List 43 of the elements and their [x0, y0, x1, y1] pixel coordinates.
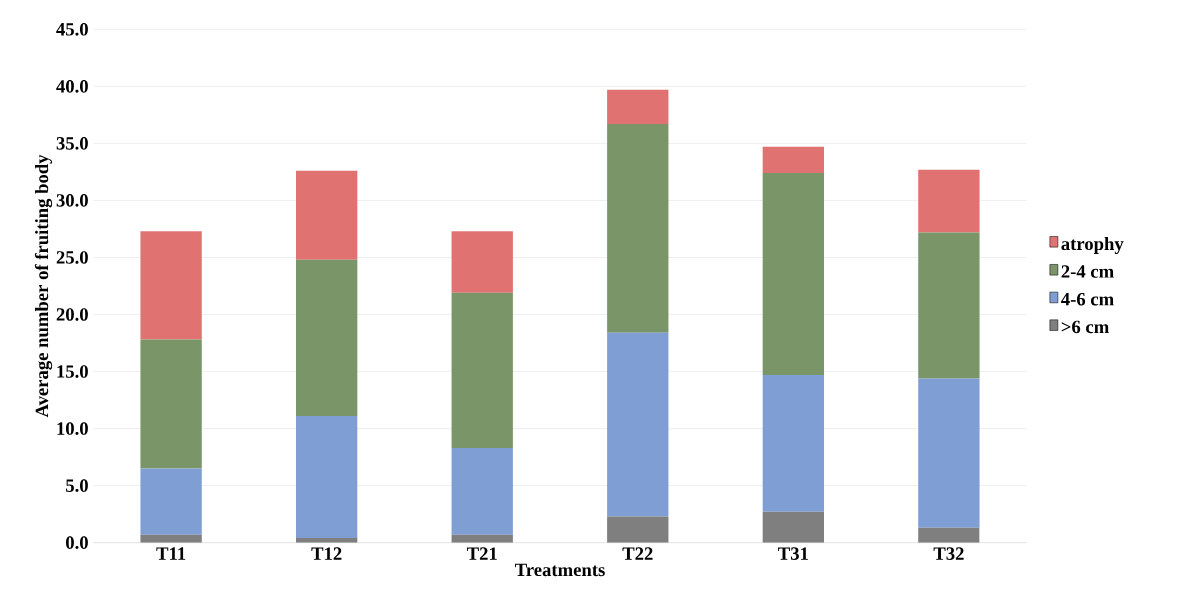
x-tick-label: T21 [466, 547, 497, 560]
x-tick-label: T11 [156, 547, 186, 560]
x-tick-label: T22 [622, 547, 653, 560]
y-tick-label: 10.0 [57, 422, 88, 436]
bar [918, 169, 980, 233]
y-axis-title: Average number of fruiting body [34, 154, 53, 418]
y-tick-label: 40.0 [56, 80, 88, 93]
x-axis-title: Treatments [515, 563, 605, 577]
bar [607, 89, 669, 125]
y-tick-label: 30.0 [56, 194, 88, 207]
bar [918, 232, 980, 379]
bar [296, 416, 358, 539]
bar [451, 231, 513, 294]
bar [140, 231, 202, 340]
bar [607, 332, 669, 517]
bar [762, 146, 824, 174]
y-tick-label: 0.0 [66, 536, 88, 550]
y-tick-label: 15.0 [57, 365, 88, 379]
y-tick-label: 25.0 [56, 251, 88, 264]
bar [918, 378, 980, 528]
bar [762, 173, 824, 376]
bar [762, 375, 824, 513]
bar [296, 259, 358, 417]
bar [918, 528, 980, 543]
legend-label: >6 cm [1061, 320, 1109, 334]
y-tick-label: 5.0 [66, 479, 88, 493]
legend-label: 2-4 cm [1061, 265, 1114, 278]
legend-label: 4-6 cm [1061, 293, 1114, 306]
bar [296, 170, 358, 260]
legend-label: atrophy [1061, 237, 1124, 255]
bar [451, 448, 513, 535]
y-tick-label: 45.0 [56, 23, 88, 36]
x-tick-label: T32 [933, 547, 964, 561]
y-tick-label: 35.0 [56, 137, 88, 150]
x-tick-label: T31 [778, 547, 808, 561]
bar [762, 512, 824, 543]
bar [140, 339, 202, 469]
y-tick-label: 20.0 [56, 308, 88, 322]
bar [607, 124, 669, 333]
bar [451, 293, 513, 449]
bar [607, 516, 669, 543]
bar [140, 468, 202, 535]
x-tick-label: T12 [311, 547, 342, 560]
